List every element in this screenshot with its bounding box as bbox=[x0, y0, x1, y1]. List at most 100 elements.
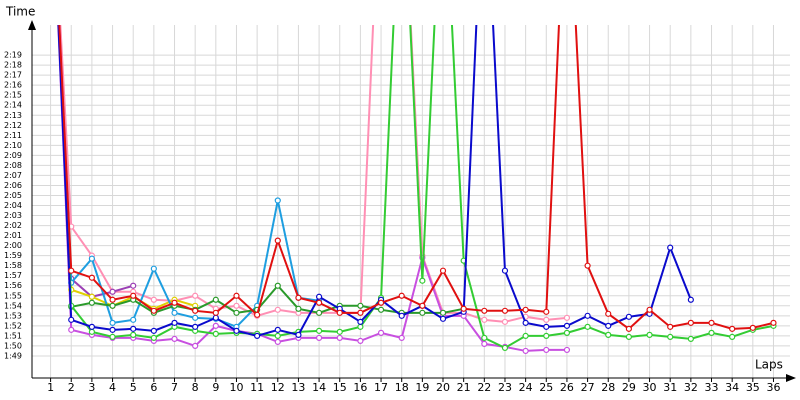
point-marker bbox=[377, 306, 385, 313]
x-tick-label: 18 bbox=[395, 381, 409, 394]
point-marker bbox=[88, 293, 95, 300]
point-marker bbox=[687, 319, 694, 326]
point-marker bbox=[212, 330, 219, 337]
point-marker bbox=[68, 316, 75, 323]
y-tick-label: 1:59 bbox=[4, 251, 22, 260]
point-marker bbox=[687, 335, 694, 342]
y-tick-label: 2:14 bbox=[4, 101, 22, 110]
x-tick-label: 2 bbox=[68, 381, 75, 394]
y-tick-label: 1:53 bbox=[4, 311, 22, 320]
point-marker bbox=[274, 237, 281, 244]
point-marker bbox=[171, 299, 178, 306]
x-tick-label: 5 bbox=[130, 381, 137, 394]
x-tick-label: 22 bbox=[477, 381, 491, 394]
point-marker bbox=[336, 309, 343, 316]
point-marker bbox=[419, 302, 426, 309]
point-marker bbox=[295, 294, 302, 301]
point-marker bbox=[315, 299, 323, 306]
point-marker bbox=[315, 334, 323, 341]
series-line bbox=[57, 25, 196, 310]
x-tick-label: 19 bbox=[415, 381, 429, 394]
point-marker bbox=[563, 329, 571, 336]
point-marker bbox=[192, 292, 199, 299]
y-tick-label: 2:03 bbox=[4, 211, 22, 220]
point-marker bbox=[109, 319, 116, 326]
x-tick-label: 1 bbox=[47, 381, 54, 394]
point-marker bbox=[584, 262, 591, 269]
point-marker bbox=[667, 323, 674, 330]
point-marker bbox=[708, 329, 715, 336]
point-marker bbox=[295, 331, 302, 338]
point-marker bbox=[171, 309, 178, 316]
x-tick-label: 29 bbox=[622, 381, 636, 394]
y-tick-label: 1:50 bbox=[4, 341, 22, 350]
x-tick-label: 24 bbox=[519, 381, 533, 394]
x-tick-label: 4 bbox=[109, 381, 116, 394]
x-tick-label: 10 bbox=[229, 381, 243, 394]
point-marker bbox=[212, 296, 219, 303]
y-tick-label: 1:51 bbox=[4, 331, 22, 340]
point-marker bbox=[398, 312, 405, 319]
point-marker bbox=[543, 332, 550, 339]
point-marker bbox=[212, 322, 219, 329]
point-marker bbox=[357, 337, 364, 344]
point-marker bbox=[68, 326, 75, 333]
point-marker bbox=[501, 344, 509, 352]
x-tick-label: 25 bbox=[539, 381, 553, 394]
x-arrow bbox=[786, 374, 796, 382]
x-tick-label: 26 bbox=[560, 381, 574, 394]
point-marker bbox=[460, 305, 467, 312]
x-axis-label: Laps bbox=[755, 358, 783, 372]
x-tick-label: 3 bbox=[88, 381, 95, 394]
point-marker bbox=[192, 307, 199, 314]
y-tick-label: 2:07 bbox=[4, 171, 22, 180]
point-marker bbox=[377, 299, 385, 306]
point-marker bbox=[522, 319, 529, 326]
y-arrow bbox=[28, 20, 36, 30]
point-marker bbox=[68, 267, 75, 274]
y-tick-label: 2:10 bbox=[4, 141, 22, 150]
point-marker bbox=[398, 334, 405, 341]
point-marker bbox=[171, 335, 178, 342]
point-marker bbox=[88, 328, 95, 335]
point-marker bbox=[357, 318, 364, 325]
point-marker bbox=[605, 331, 612, 338]
y-tick-label: 1:52 bbox=[4, 321, 22, 330]
y-tick-label: 2:13 bbox=[4, 111, 22, 120]
point-marker bbox=[439, 315, 447, 322]
point-marker bbox=[729, 325, 736, 332]
point-marker bbox=[481, 340, 488, 348]
point-marker bbox=[109, 326, 116, 333]
x-tick-label: 30 bbox=[643, 381, 657, 394]
point-marker bbox=[233, 302, 240, 309]
point-marker bbox=[357, 323, 364, 330]
point-marker bbox=[212, 309, 219, 316]
x-tick-label: 31 bbox=[663, 381, 677, 394]
point-marker bbox=[687, 296, 694, 303]
y-tick-label: 2:06 bbox=[4, 181, 22, 190]
x-tick-label: 36 bbox=[766, 381, 780, 394]
point-marker bbox=[501, 307, 509, 314]
point-marker bbox=[625, 333, 632, 340]
point-marker bbox=[192, 342, 199, 350]
x-tick-label: 33 bbox=[705, 381, 719, 394]
x-tick-label: 9 bbox=[212, 381, 219, 394]
point-marker bbox=[481, 334, 488, 341]
point-marker bbox=[584, 323, 591, 330]
y-tick-label: 2:01 bbox=[4, 231, 22, 240]
point-marker bbox=[398, 292, 405, 299]
y-tick-label: 2:16 bbox=[4, 81, 22, 90]
point-marker bbox=[729, 333, 736, 340]
point-marker bbox=[377, 329, 385, 336]
point-marker bbox=[315, 309, 323, 316]
x-tick-label: 8 bbox=[192, 381, 199, 394]
x-tick-label: 20 bbox=[436, 381, 450, 394]
point-marker bbox=[625, 325, 632, 332]
point-marker bbox=[501, 318, 509, 325]
y-tick-label: 2:02 bbox=[4, 221, 22, 230]
x-tick-label: 27 bbox=[581, 381, 595, 394]
x-tick-label: 28 bbox=[601, 381, 615, 394]
series-line bbox=[58, 25, 320, 329]
point-marker bbox=[605, 310, 612, 317]
point-marker bbox=[315, 327, 323, 334]
